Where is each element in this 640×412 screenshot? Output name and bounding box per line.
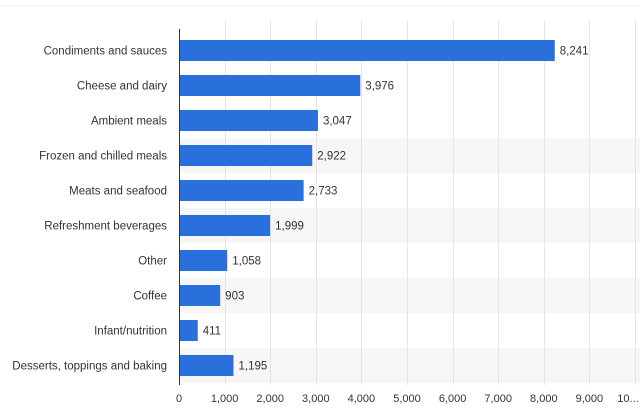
category-label: Desserts, toppings and baking <box>12 361 167 373</box>
value-label: 1,999 <box>275 221 304 233</box>
bar[interactable] <box>179 285 220 306</box>
x-tick-label: 9,000 <box>576 393 604 405</box>
category-label: Condiments and sauces <box>44 46 168 58</box>
x-tick-label: 5,000 <box>393 393 421 405</box>
x-tick-label: 1,000 <box>211 393 239 405</box>
value-label: 2,922 <box>317 151 346 163</box>
bar[interactable] <box>179 250 227 271</box>
bar[interactable] <box>179 355 233 376</box>
gridlines <box>226 20 636 385</box>
value-label: 3,976 <box>365 81 394 93</box>
x-tick-label: 2,000 <box>256 393 284 405</box>
category-label: Cheese and dairy <box>77 81 167 93</box>
x-tick-label: 0 <box>176 393 182 405</box>
bar[interactable] <box>179 180 304 201</box>
x-tick-label: 3,000 <box>302 393 330 405</box>
category-label: Coffee <box>133 291 167 303</box>
value-label: 2,733 <box>309 186 338 198</box>
category-label: Refreshment beverages <box>44 221 167 233</box>
x-tick-labels: 0 1,000 2,000 3,000 4,000 5,000 6,000 7,000 8,00… <box>176 393 639 405</box>
x-tick-label: 10... <box>617 393 638 405</box>
category-label: Meats and seafood <box>69 186 167 198</box>
bar[interactable] <box>179 40 555 61</box>
category-label: Ambient meals <box>91 116 167 128</box>
value-label: 3,047 <box>323 116 352 128</box>
value-label: 1,195 <box>238 361 267 373</box>
x-tick-label: 8,000 <box>530 393 558 405</box>
category-label: Other <box>138 256 167 268</box>
bar[interactable] <box>179 110 318 131</box>
bar[interactable] <box>179 145 312 166</box>
category-label: Frozen and chilled meals <box>39 151 167 163</box>
value-label: 1,058 <box>232 256 261 268</box>
x-tick-label: 4,000 <box>348 393 376 405</box>
bar[interactable] <box>179 75 360 96</box>
value-label: 8,241 <box>560 46 589 58</box>
bar[interactable] <box>179 215 270 236</box>
x-tick-label: 7,000 <box>484 393 512 405</box>
bar[interactable] <box>179 320 198 341</box>
value-label: 411 <box>203 326 221 338</box>
category-label: Infant/nutrition <box>94 326 167 338</box>
value-label: 903 <box>225 291 244 303</box>
x-tick-label: 6,000 <box>439 393 467 405</box>
row-band <box>179 278 640 313</box>
category-labels: Condiments and sauces Cheese and dairy Amb… <box>12 46 167 373</box>
